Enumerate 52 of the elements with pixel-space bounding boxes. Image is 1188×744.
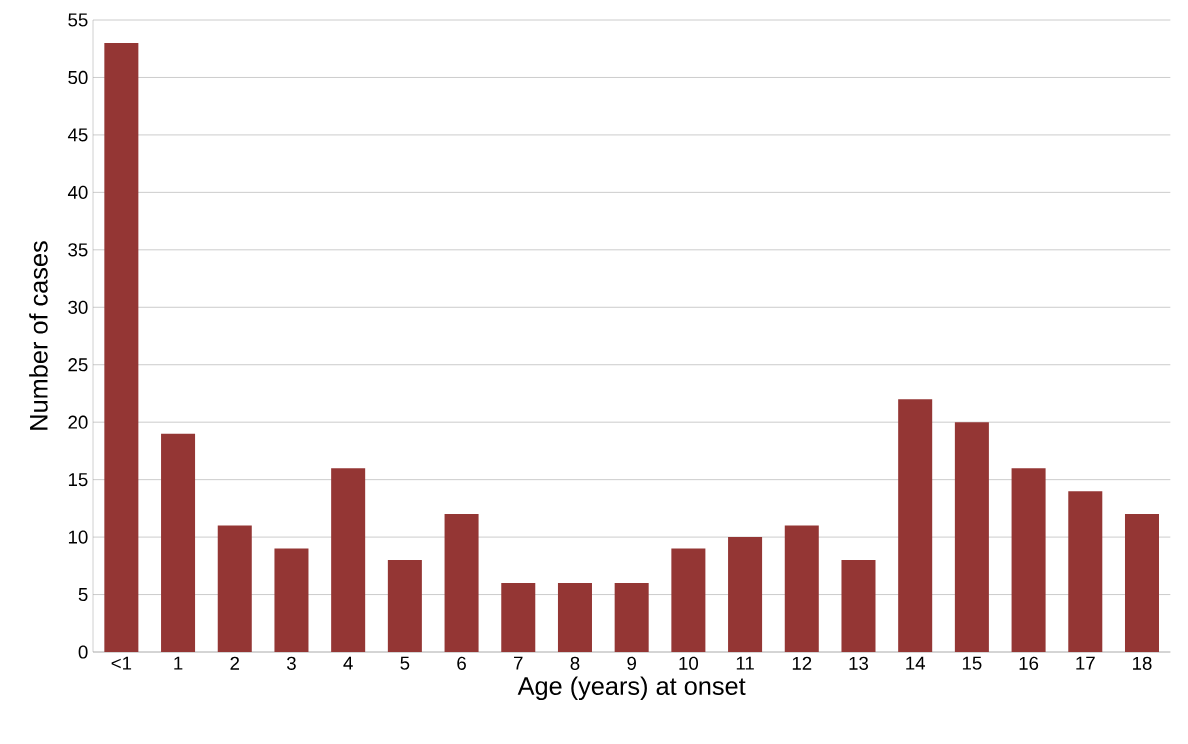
y-tick-label: 0 [78, 645, 88, 659]
x-tick-label: 3 [286, 656, 296, 670]
bar [444, 514, 479, 652]
bar [217, 525, 252, 652]
y-tick-label: 50 [68, 70, 88, 85]
x-tick-label: <1 [111, 656, 132, 670]
bar [161, 433, 196, 652]
bar [728, 537, 763, 652]
x-tick-label: 2 [230, 656, 240, 670]
x-tick-label: 10 [679, 656, 699, 670]
bar [841, 560, 876, 652]
x-tick-label: 1 [174, 656, 183, 670]
x-tick-label: 15 [962, 656, 982, 670]
x-tick-label: 14 [906, 656, 926, 670]
bar [331, 468, 366, 652]
x-tick-label: 8 [570, 656, 580, 670]
x-tick-label: 13 [849, 656, 869, 670]
y-tick-label: 25 [68, 358, 88, 372]
y-tick-label: 55 [68, 13, 88, 27]
y-tick-label: 10 [68, 530, 88, 544]
x-tick-label: 7 [514, 656, 523, 670]
y-tick-label: 5 [78, 588, 88, 602]
bar [387, 560, 422, 652]
y-axis-title: Number of cases [29, 241, 48, 430]
x-axis-title: Age (years) at onset [517, 676, 746, 701]
x-tick-label: 4 [343, 656, 353, 670]
y-tick-label: 15 [68, 473, 88, 487]
bar [954, 422, 989, 652]
y-tick-label: 20 [68, 415, 88, 429]
bar [614, 583, 649, 652]
x-tick-label: 17 [1076, 656, 1095, 670]
bar [1068, 491, 1103, 652]
x-tick-label: 11 [736, 656, 754, 670]
bar [501, 583, 536, 652]
x-tick-label: 5 [400, 656, 410, 670]
x-tick-label: 16 [1019, 656, 1039, 670]
bar [557, 583, 592, 652]
x-tick-label: 9 [627, 656, 636, 670]
bar [784, 525, 819, 652]
y-tick-label: 30 [68, 300, 88, 314]
y-tick-label: 40 [67, 185, 88, 199]
x-tick-label: 12 [792, 656, 812, 670]
bar [1011, 468, 1046, 652]
x-tick-label: 6 [457, 656, 466, 670]
y-tick-label: 35 [68, 243, 88, 257]
bar [1124, 514, 1159, 652]
bar [898, 399, 933, 652]
x-tick-label: 18 [1133, 656, 1152, 670]
bar [274, 548, 309, 652]
bar [671, 548, 706, 652]
bar [104, 42, 139, 652]
y-tick-label: 45 [67, 128, 88, 142]
